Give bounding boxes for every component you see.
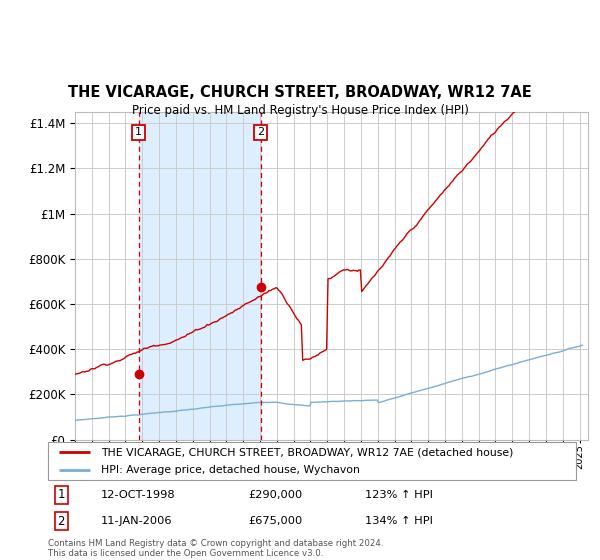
Text: Price paid vs. HM Land Registry's House Price Index (HPI): Price paid vs. HM Land Registry's House … xyxy=(131,104,469,117)
Bar xyxy=(139,112,260,440)
Text: 11-JAN-2006: 11-JAN-2006 xyxy=(101,516,172,526)
Text: 2: 2 xyxy=(257,127,264,137)
Text: 2: 2 xyxy=(58,515,65,528)
FancyBboxPatch shape xyxy=(48,442,576,480)
Text: Contains HM Land Registry data © Crown copyright and database right 2024.
This d: Contains HM Land Registry data © Crown c… xyxy=(48,539,383,558)
Text: THE VICARAGE, CHURCH STREET, BROADWAY, WR12 7AE: THE VICARAGE, CHURCH STREET, BROADWAY, W… xyxy=(68,85,532,100)
Text: 1: 1 xyxy=(135,127,142,137)
Text: HPI: Average price, detached house, Wychavon: HPI: Average price, detached house, Wych… xyxy=(101,465,359,475)
Text: 1: 1 xyxy=(58,488,65,501)
Text: 123% ↑ HPI: 123% ↑ HPI xyxy=(365,490,433,500)
Text: 12-OCT-1998: 12-OCT-1998 xyxy=(101,490,175,500)
Text: 134% ↑ HPI: 134% ↑ HPI xyxy=(365,516,433,526)
Text: £290,000: £290,000 xyxy=(248,490,303,500)
Text: £675,000: £675,000 xyxy=(248,516,303,526)
Text: THE VICARAGE, CHURCH STREET, BROADWAY, WR12 7AE (detached house): THE VICARAGE, CHURCH STREET, BROADWAY, W… xyxy=(101,447,513,457)
